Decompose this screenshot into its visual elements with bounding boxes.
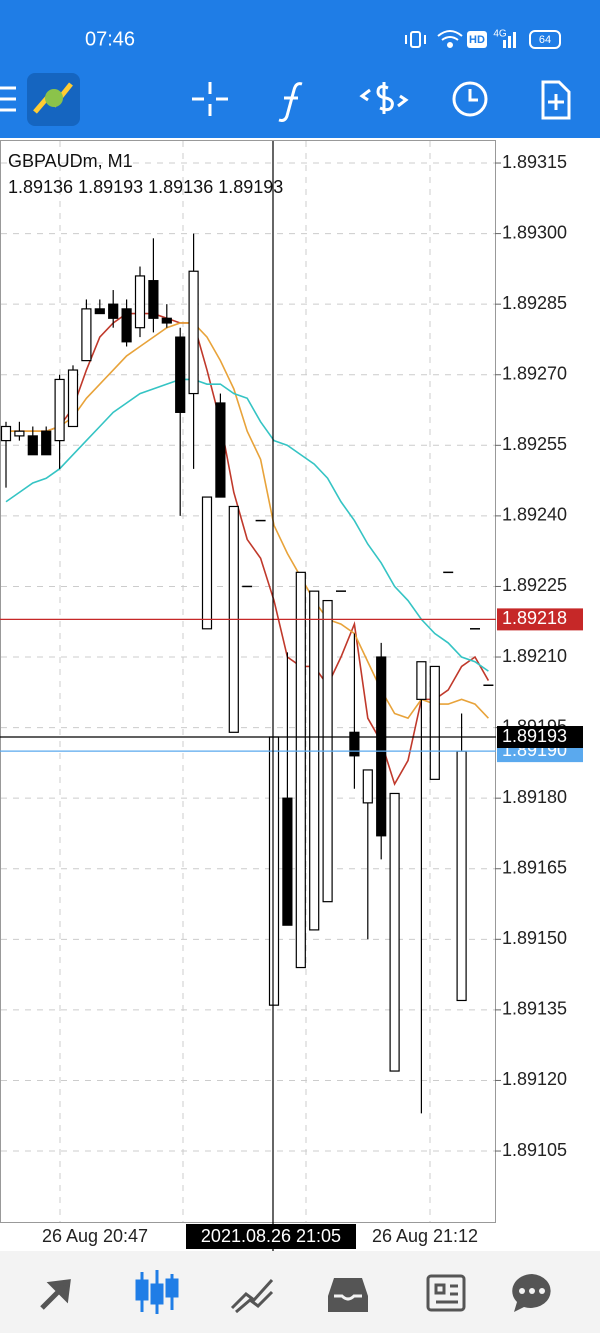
candle-body [188, 270, 199, 395]
y-tick-label: 1.89240 [502, 505, 567, 525]
y-tick-label: 1.89270 [502, 363, 567, 383]
time-label: 26 Aug 20:47 [42, 1226, 148, 1246]
candle-body [282, 797, 293, 926]
status-time: 07:46 [85, 28, 135, 50]
moving-average [5, 378, 489, 672]
candle-body [362, 769, 373, 804]
hd-badge [467, 31, 487, 48]
status-icons [405, 30, 463, 48]
candle-body [376, 656, 387, 837]
plot [0, 141, 496, 1251]
price-label-box [497, 726, 583, 749]
y-tick-label: 1.89120 [502, 1069, 567, 1089]
price-label: 1.89218 [502, 608, 567, 628]
candle-body [108, 303, 119, 319]
candle-body [0, 425, 12, 442]
candle-body [121, 308, 132, 343]
candle-body [416, 661, 427, 700]
moving-average [6, 312, 490, 787]
ohlc: 1.89136 1.89193 1.89136 1.89193 [8, 177, 283, 197]
new-order-tool[interactable] [541, 80, 571, 120]
y-tick-label: 1.89285 [502, 293, 567, 313]
price-label-box [497, 608, 583, 631]
candle-body [201, 496, 213, 630]
y-tick-label: 1.89225 [502, 575, 567, 595]
symbol: GBPAUDm, M1 [8, 151, 133, 171]
nav-chat[interactable] [512, 1274, 551, 1312]
y-tick-label: 1.89150 [502, 928, 567, 948]
y-tick-label: 1.89105 [502, 1140, 567, 1160]
time-label: 26 Aug 21:12 [372, 1226, 478, 1246]
candle-body [41, 430, 52, 456]
candle-body [148, 280, 159, 319]
top-bar [0, 0, 600, 138]
bottom-nav [0, 1251, 600, 1333]
candle-body [295, 571, 306, 969]
crosshair-time: 2021.08.26 21:05 [201, 1226, 341, 1246]
app-icon-art [45, 89, 63, 107]
price-axis: 1.89315 1.89300 1.89285 1.89270 1.89255 1.892… [495, 152, 583, 1160]
y-tick-label: 1.89210 [502, 646, 567, 666]
candle-body [389, 792, 400, 1072]
battery [529, 30, 561, 49]
candle-body [67, 369, 79, 428]
candle-body [94, 308, 105, 315]
candle-body [161, 317, 172, 324]
candle-body [54, 378, 65, 442]
nav-history[interactable] [328, 1278, 368, 1312]
crosshair-tool[interactable] [192, 82, 228, 116]
candle-body [268, 736, 280, 1006]
nav-chart[interactable] [135, 1270, 179, 1314]
menu-button[interactable] [0, 86, 16, 112]
y-tick-label: 1.89300 [502, 222, 567, 242]
candle-body [309, 590, 320, 931]
hd-label: HD [469, 34, 485, 46]
trade-tool[interactable] [359, 82, 409, 114]
moving-average [6, 322, 489, 720]
y-tick-label: 1.89165 [502, 857, 567, 877]
y-tick-label: 1.89255 [502, 434, 567, 454]
crosshair-time-box [186, 1224, 356, 1249]
period-tool[interactable] [452, 81, 488, 117]
y-tick-label: 1.89315 [502, 152, 567, 172]
price-label: 1.89193 [502, 726, 567, 746]
y-tick-label: 1.89135 [502, 999, 567, 1019]
candle-body [14, 430, 25, 437]
candle-body [81, 308, 92, 362]
candle-body [429, 665, 440, 780]
candle-body [134, 275, 146, 329]
candle-body [349, 731, 360, 757]
network-label: 4G [493, 29, 507, 40]
nav-trade[interactable] [230, 1278, 274, 1314]
y-tick-label: 1.89180 [502, 787, 567, 807]
candle-body [456, 750, 467, 1002]
candle-body [27, 435, 38, 456]
signal-icon [503, 32, 516, 48]
grid [1, 141, 495, 1222]
nav-news[interactable] [426, 1274, 466, 1312]
nav-quotes[interactable] [40, 1279, 71, 1310]
candle-body [215, 402, 226, 498]
indicators-tool[interactable] [278, 82, 303, 122]
battery-level: 64 [539, 34, 551, 46]
candle-body [175, 336, 186, 413]
